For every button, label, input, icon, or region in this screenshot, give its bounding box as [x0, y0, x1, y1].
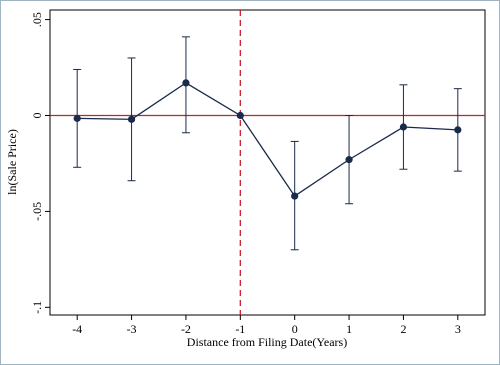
x-tick-label: 1	[346, 322, 352, 336]
point	[345, 156, 353, 164]
y-axis-title: ln(Sale Price)	[5, 129, 19, 195]
x-tick-label: -2	[181, 322, 191, 336]
x-tick-label: 0	[292, 322, 298, 336]
point	[399, 123, 408, 131]
point	[236, 111, 244, 120]
x-tick-label: 3	[455, 322, 461, 336]
point	[182, 79, 190, 87]
series-line	[77, 82, 458, 197]
y-tick-label: 0	[30, 113, 44, 119]
x-tick-label: -4	[72, 322, 82, 336]
y-tick-label: .05	[30, 12, 44, 27]
x-axis-title: Distance from Filing Date(Years)	[187, 335, 347, 349]
point	[73, 114, 81, 122]
y-tick-label: -.05	[30, 202, 44, 221]
point	[291, 192, 299, 200]
y-tick-label: -.1	[30, 301, 44, 314]
point	[454, 126, 462, 134]
x-tick-label: -1	[235, 322, 245, 336]
point	[127, 115, 136, 123]
x-tick-label: -3	[127, 322, 137, 336]
plot-frame	[49, 9, 486, 316]
x-tick-label: 2	[400, 322, 406, 336]
